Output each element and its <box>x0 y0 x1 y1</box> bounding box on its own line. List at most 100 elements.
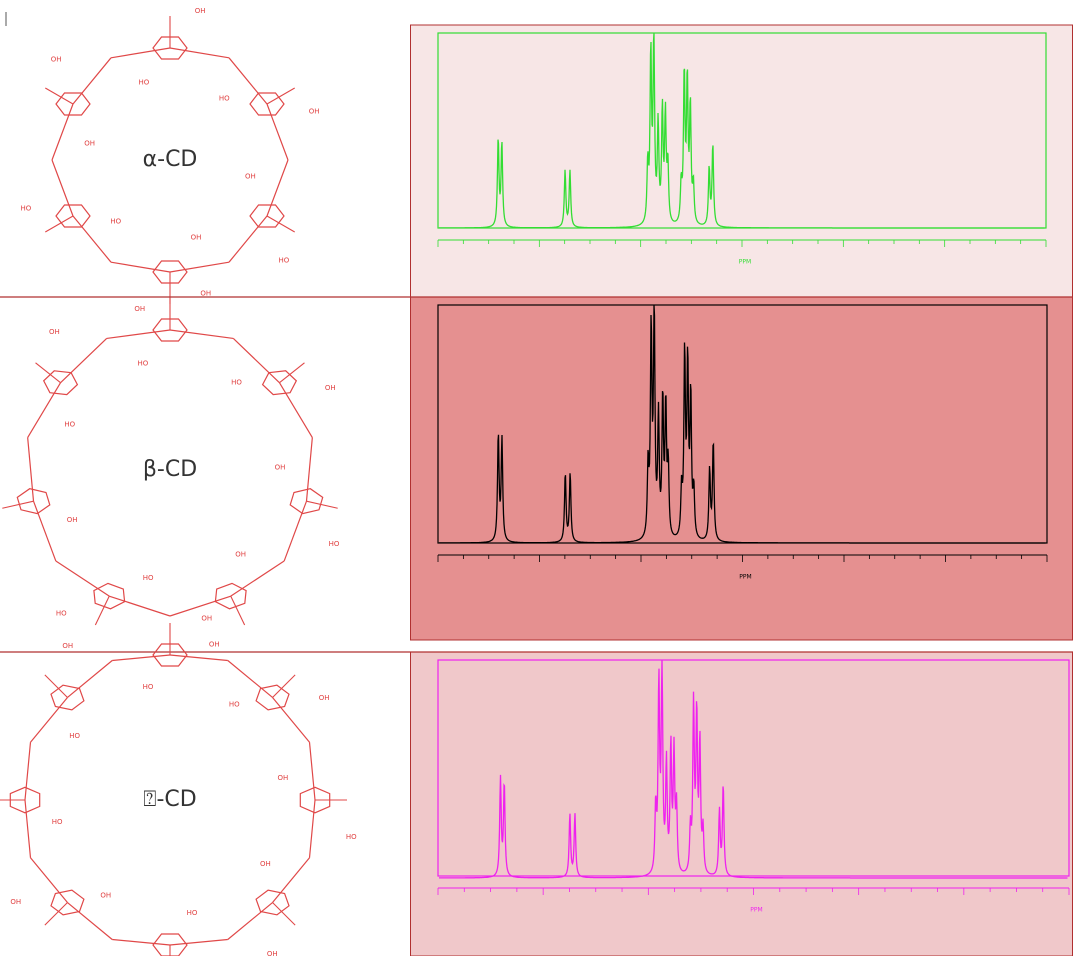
hydroxyl-label: OH <box>10 898 21 906</box>
glycosidic-bond <box>67 902 113 940</box>
hydroxyl-label: OH <box>319 694 330 702</box>
spectrum <box>439 304 1046 544</box>
glycosidic-bond <box>169 261 230 273</box>
glycosidic-bond <box>112 654 171 662</box>
glycosidic-bond <box>308 799 316 858</box>
hydroxyl-label: HO <box>56 609 67 617</box>
sugar-ring <box>152 933 188 956</box>
glycosidic-bond <box>266 159 289 217</box>
hydroxyl-label: OH <box>275 463 286 471</box>
hydroxyl-label: HO <box>219 95 230 103</box>
hydroxyl-label: OH <box>84 140 95 148</box>
glycosidic-bond <box>283 500 308 562</box>
side-bond <box>266 215 295 233</box>
hydroxyl-label: OH <box>267 950 278 956</box>
hydroxyl-label: HO <box>138 359 149 367</box>
glycosidic-bond <box>60 338 108 384</box>
hydroxyl-label: HO <box>329 540 340 548</box>
hydroxyl-label: OH <box>260 860 271 868</box>
hydroxyl-label: OH <box>235 550 246 558</box>
hydroxyl-label: HO <box>231 378 242 386</box>
glycosidic-bond <box>106 329 171 340</box>
glycosidic-bond <box>55 560 110 597</box>
glycosidic-bond <box>67 660 113 698</box>
hydroxyl-label: OH <box>62 642 73 650</box>
side-bond <box>2 500 34 509</box>
hydroxyl-label: OH <box>134 305 145 313</box>
hydroxyl-label: OH <box>245 172 256 180</box>
glycosidic-bond <box>230 560 285 597</box>
hydroxyl-label: OH <box>277 774 288 782</box>
glycosidic-bond <box>232 338 280 384</box>
glycosidic-bond <box>27 382 62 438</box>
hydroxyl-label: HO <box>143 683 154 691</box>
hydroxyl-label: HO <box>64 421 75 429</box>
sugar-ring <box>255 889 290 916</box>
glycosidic-bond <box>272 857 310 903</box>
glycosidic-bond <box>227 902 273 940</box>
glycosidic-bond <box>112 938 171 946</box>
glycosidic-bond <box>227 660 273 698</box>
glycosidic-bond <box>72 57 112 105</box>
glycosidic-bond <box>51 159 74 217</box>
glycosidic-bond <box>24 742 32 801</box>
hydroxyl-label: OH <box>325 384 336 392</box>
axis-label: PPM <box>739 259 751 266</box>
glycosidic-bond <box>27 437 35 502</box>
cyclodextrin-name: ⍰-CD <box>143 787 196 812</box>
sugar-ring <box>16 488 51 515</box>
glycosidic-bond <box>272 697 310 743</box>
side-bond <box>45 215 74 233</box>
glycosidic-bond <box>30 697 68 743</box>
sugar-ring <box>289 488 324 515</box>
hydroxyl-label: OH <box>51 55 62 63</box>
spectrum <box>439 32 1045 229</box>
sugar-ring <box>249 92 285 116</box>
axis-label: PPM <box>750 907 762 914</box>
molecule: OH HO OH OH HO OH OH HO HO OH OH HO OH HO <box>2 290 340 648</box>
hydroxyl-label: HO <box>20 204 31 212</box>
molecule: OHHOOHOHHOOHOHHOHOOHOHHOOHHOOHHO <box>0 615 357 956</box>
sugar-ring <box>9 786 41 814</box>
hydroxyl-label: HO <box>187 909 198 917</box>
sugar-ring <box>152 318 188 342</box>
sugar-ring <box>55 204 91 228</box>
glycosidic-bond <box>110 47 171 59</box>
hydroxyl-label: HO <box>143 574 154 582</box>
glycosidic-bond <box>32 500 57 562</box>
glycosidic-bond <box>30 857 68 903</box>
glycosidic-bond <box>169 654 228 662</box>
side-bond <box>44 902 68 926</box>
hydroxyl-label: HO <box>229 701 240 709</box>
molecule: OH HO OH OH HO OH OH HO HO OH OH HO <box>20 7 319 313</box>
spectrum-panel <box>410 24 1073 298</box>
side-bond <box>272 902 296 926</box>
hydroxyl-label: HO <box>346 833 357 841</box>
sugar-ring <box>261 370 298 396</box>
cyclodextrin-name: β-CD <box>143 457 197 482</box>
glycosidic-bond <box>109 595 171 617</box>
side-bond <box>44 674 68 698</box>
hydroxyl-label: OH <box>201 615 212 623</box>
hydroxyl-label: OH <box>209 640 220 648</box>
sugar-ring <box>152 36 188 60</box>
glycosidic-bond <box>278 382 313 438</box>
spectrum-panel <box>410 651 1073 956</box>
glycosidic-bond <box>308 742 316 801</box>
sugar-ring <box>93 582 126 610</box>
glycosidic-bond <box>24 799 32 858</box>
side-bond <box>266 87 295 105</box>
hydroxyl-label: HO <box>139 78 150 86</box>
glycosidic-bond <box>51 103 74 161</box>
glycosidic-bond <box>110 261 171 273</box>
side-bond <box>272 674 296 698</box>
hydroxyl-label: OH <box>309 108 320 116</box>
sugar-ring <box>255 684 290 711</box>
hydroxyl-label: HO <box>110 217 121 225</box>
hydroxyl-label: OH <box>67 516 78 524</box>
sugar-ring <box>152 260 188 284</box>
glycosidic-bond <box>228 57 268 105</box>
hydroxyl-label: OH <box>195 7 206 15</box>
hydroxyl-label: HO <box>279 257 290 265</box>
